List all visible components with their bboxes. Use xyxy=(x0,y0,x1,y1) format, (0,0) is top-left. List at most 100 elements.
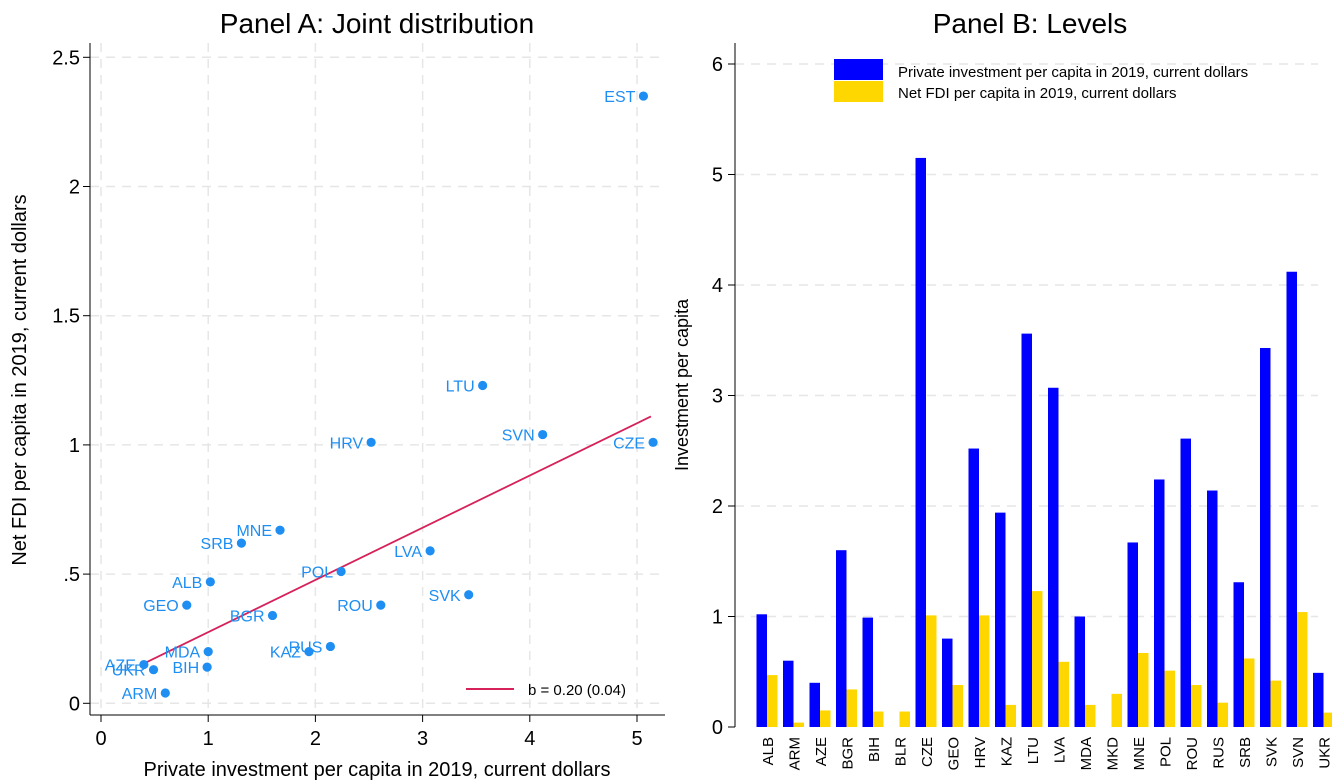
bar-private-investment-rou xyxy=(1180,438,1191,727)
point-label-mda: MDA xyxy=(165,645,201,662)
panel-a-scatter: Panel A: Joint distribution ALB ARM AZE BGR… xyxy=(9,8,665,781)
bar-private-investment-ltu xyxy=(1021,333,1032,727)
y-tick-label: 2 xyxy=(712,496,723,518)
point-est xyxy=(638,91,649,101)
bar-net-fdi-rou xyxy=(1191,685,1202,727)
x-tick-label: 2 xyxy=(310,728,321,750)
bar-private-investment-geo xyxy=(942,638,953,727)
x-tick-label: 3 xyxy=(417,728,428,750)
y-tick-label: 3 xyxy=(712,386,723,408)
point-hrv xyxy=(366,437,376,447)
x-tick-label-ltu: LTU xyxy=(1025,737,1042,764)
point-ukr xyxy=(148,665,159,675)
x-tick-label-pol: POL xyxy=(1158,737,1175,767)
x-tick-label-arm: ARM xyxy=(787,737,804,770)
bar-net-fdi-alb xyxy=(767,675,778,727)
x-tick-label-cze: CZE xyxy=(919,737,936,767)
y-tick-label: .5 xyxy=(63,564,80,586)
point-mda xyxy=(203,647,213,657)
bar-net-fdi-mne xyxy=(1138,652,1149,727)
bar-net-fdi-rus xyxy=(1217,702,1228,727)
bar-private-investment-mda xyxy=(1074,616,1085,727)
panel-a-y-axis-label: Net FDI per capita in 2019, current doll… xyxy=(9,194,31,565)
bar-private-investment-pol xyxy=(1154,479,1165,727)
bar-private-investment-alb xyxy=(756,614,767,727)
x-tick-label-rus: RUS xyxy=(1211,737,1228,769)
x-tick-label: 1 xyxy=(203,728,214,750)
point-cze xyxy=(648,437,658,447)
x-tick-label: 5 xyxy=(631,728,642,750)
point-geo xyxy=(182,600,192,610)
panel-a-fit-line xyxy=(141,415,652,666)
point-alb xyxy=(205,577,215,587)
panel-a-legend: b = 0.20 (0.04) xyxy=(466,682,626,699)
point-label-ltu: LTU xyxy=(446,378,475,395)
bar-net-fdi-mda xyxy=(1085,704,1096,727)
bar-net-fdi-pol xyxy=(1164,670,1175,727)
point-aze xyxy=(139,659,149,670)
point-label-alb: ALB xyxy=(172,575,202,592)
point-ltu xyxy=(478,380,488,391)
panel-b-y-axis-label: Investment per capita xyxy=(672,298,692,471)
bar-private-investment-ukr xyxy=(1313,672,1324,727)
bar-net-fdi-arm xyxy=(793,722,804,727)
bar-net-fdi-svk xyxy=(1270,680,1281,727)
point-rus xyxy=(325,641,336,652)
x-tick-label-blr: BLR xyxy=(893,737,910,766)
y-tick-label: 5 xyxy=(712,165,723,187)
y-tick-label: 1.5 xyxy=(52,306,80,328)
point-pol xyxy=(336,566,346,577)
point-lva xyxy=(425,546,435,556)
bar-private-investment-mne xyxy=(1127,542,1138,727)
bar-private-investment-aze xyxy=(809,682,820,727)
panel-a-grid xyxy=(90,43,665,715)
bar-net-fdi-cze xyxy=(926,615,937,727)
x-tick-label-mda: MDA xyxy=(1078,737,1095,770)
x-tick-label-mkd: MKD xyxy=(1105,737,1122,771)
bar-net-fdi-srb xyxy=(1244,658,1255,727)
x-tick-label-svn: SVN xyxy=(1290,737,1307,768)
point-srb xyxy=(236,538,247,548)
point-mne xyxy=(275,525,285,535)
point-label-kaz: KAZ xyxy=(270,645,301,662)
x-tick-label-lva: LVA xyxy=(1052,737,1069,763)
point-label-pol: POL xyxy=(301,565,333,582)
bar-net-fdi-ltu xyxy=(1032,591,1043,727)
x-tick-label-bih: BIH xyxy=(866,737,883,762)
legend-swatch-net-fdi xyxy=(834,81,883,102)
point-arm xyxy=(160,688,170,698)
x-tick-label-kaz: KAZ xyxy=(999,737,1016,766)
bar-net-fdi-mkd xyxy=(1111,693,1122,727)
panel-a-x-axis-label: Private investment per capita in 2019, c… xyxy=(144,759,611,781)
bar-net-fdi-lva xyxy=(1058,661,1069,727)
point-label-bgr: BGR xyxy=(230,608,265,625)
panel-a-axes: 0 .5 1 1.5 2 2.5 0 1 2 3 4 5 xyxy=(52,43,665,750)
panel-a-points: ALB ARM AZE BGR BIH CZE EST GEO HRV KAZ LTU LVA MDA M… xyxy=(105,89,658,703)
x-tick-label-srb: SRB xyxy=(1237,737,1254,768)
point-label-aze: AZE xyxy=(105,658,136,675)
point-label-mne: MNE xyxy=(236,523,272,540)
bar-private-investment-svk xyxy=(1260,347,1271,727)
bar-net-fdi-ukr xyxy=(1323,712,1332,727)
point-label-bih: BIH xyxy=(172,660,199,677)
point-label-cze: CZE xyxy=(613,435,645,452)
point-svn xyxy=(538,429,548,440)
legend-fit-label: b = 0.20 (0.04) xyxy=(528,682,626,699)
x-tick-label-rou: ROU xyxy=(1184,737,1201,770)
panel-a-title: Panel A: Joint distribution xyxy=(220,8,534,39)
bar-private-investment-hrv xyxy=(968,448,979,727)
bar-net-fdi-svn xyxy=(1297,612,1308,727)
legend-label-net-fdi: Net FDI per capita in 2019, current doll… xyxy=(898,85,1176,102)
bar-private-investment-lva xyxy=(1048,387,1059,727)
y-tick-label: 0 xyxy=(69,693,80,715)
bar-private-investment-svn xyxy=(1286,271,1297,727)
point-bih xyxy=(202,662,212,672)
point-svk xyxy=(464,590,474,600)
x-tick-label-mne: MNE xyxy=(1131,737,1148,770)
point-label-geo: GEO xyxy=(143,598,179,615)
bar-private-investment-bih xyxy=(862,617,873,727)
point-label-svk: SVK xyxy=(429,588,461,605)
bar-net-fdi-hrv xyxy=(979,615,990,727)
panel-b-title: Panel B: Levels xyxy=(933,8,1128,39)
bar-net-fdi-blr xyxy=(899,711,910,727)
